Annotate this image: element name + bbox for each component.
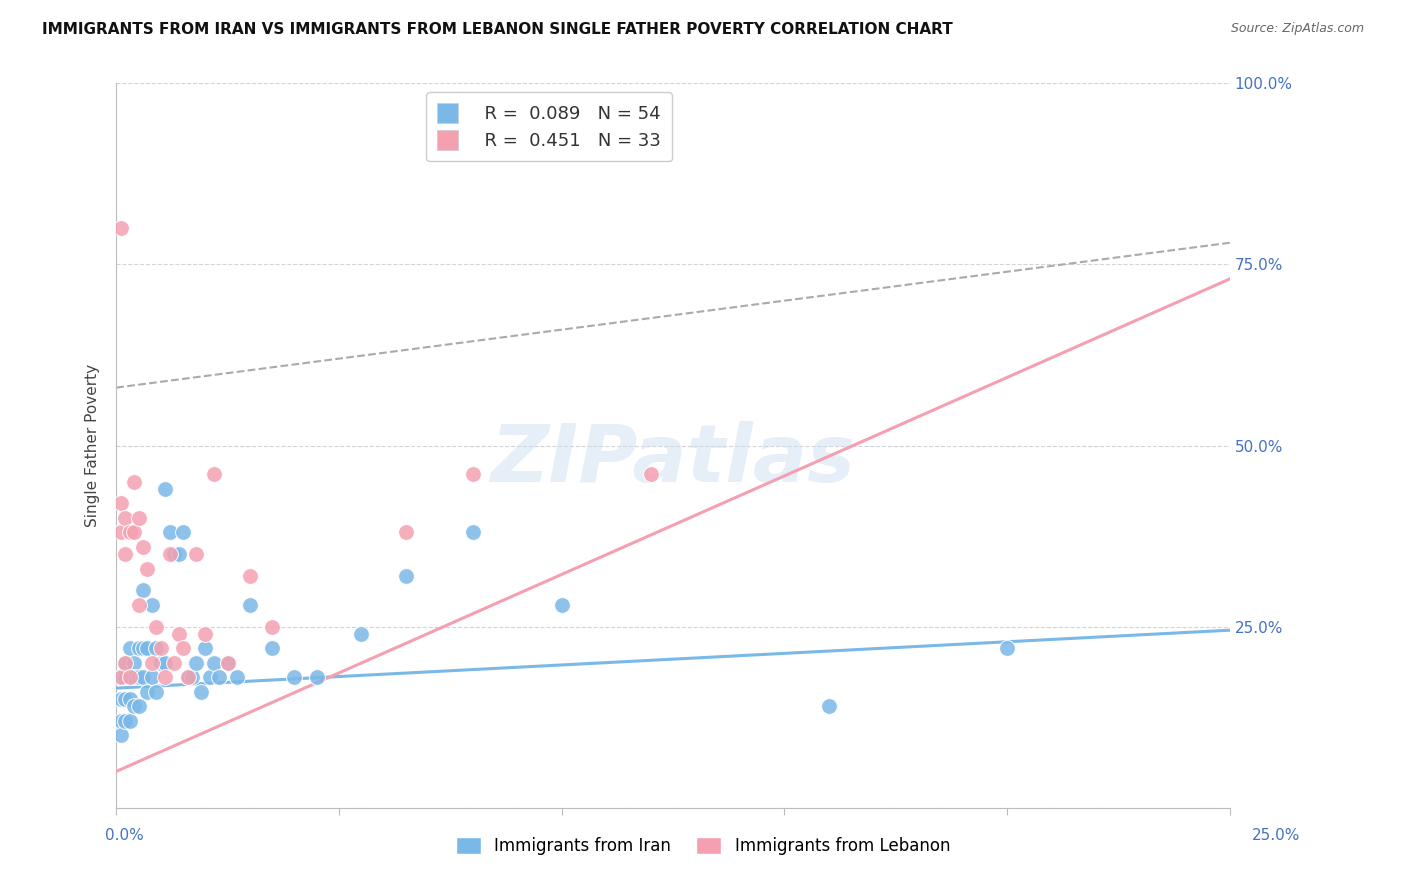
Point bbox=[114, 692, 136, 706]
Point bbox=[118, 641, 141, 656]
Point bbox=[167, 627, 190, 641]
Point bbox=[118, 670, 141, 684]
Point bbox=[132, 641, 155, 656]
Point bbox=[128, 511, 150, 525]
Point bbox=[110, 670, 132, 684]
Point bbox=[114, 547, 136, 561]
Point bbox=[128, 641, 150, 656]
Point bbox=[239, 598, 262, 612]
Point bbox=[194, 641, 217, 656]
Y-axis label: Single Father Poverty: Single Father Poverty bbox=[86, 364, 100, 527]
Point bbox=[110, 221, 132, 235]
Text: ZIPatlas: ZIPatlas bbox=[491, 421, 855, 499]
Point bbox=[110, 728, 132, 742]
Point bbox=[225, 670, 247, 684]
Point bbox=[262, 641, 284, 656]
Point bbox=[202, 656, 225, 670]
Point bbox=[176, 670, 198, 684]
Point bbox=[110, 670, 132, 684]
Point bbox=[114, 670, 136, 684]
Text: 25.0%: 25.0% bbox=[1253, 828, 1301, 843]
Point bbox=[163, 547, 186, 561]
Point bbox=[128, 670, 150, 684]
Point bbox=[159, 547, 181, 561]
Point bbox=[132, 583, 155, 598]
Point bbox=[114, 511, 136, 525]
Point bbox=[640, 467, 662, 482]
Point bbox=[818, 699, 841, 714]
Point bbox=[262, 619, 284, 633]
Point bbox=[141, 598, 163, 612]
Point bbox=[217, 656, 239, 670]
Point bbox=[145, 619, 167, 633]
Point bbox=[149, 641, 172, 656]
Point bbox=[395, 569, 418, 583]
Point bbox=[118, 670, 141, 684]
Point bbox=[461, 467, 484, 482]
Point bbox=[186, 547, 208, 561]
Legend: Immigrants from Iran, Immigrants from Lebanon: Immigrants from Iran, Immigrants from Le… bbox=[450, 830, 956, 862]
Point bbox=[114, 714, 136, 728]
Point bbox=[128, 699, 150, 714]
Point bbox=[122, 656, 145, 670]
Point bbox=[110, 496, 132, 510]
Point bbox=[202, 467, 225, 482]
Point bbox=[145, 685, 167, 699]
Point bbox=[155, 482, 177, 496]
Point bbox=[163, 656, 186, 670]
Point bbox=[136, 561, 159, 575]
Point bbox=[208, 670, 231, 684]
Point bbox=[186, 656, 208, 670]
Point bbox=[550, 598, 572, 612]
Point bbox=[155, 670, 177, 684]
Point bbox=[118, 714, 141, 728]
Point bbox=[172, 525, 194, 540]
Point bbox=[198, 670, 221, 684]
Point bbox=[149, 656, 172, 670]
Point bbox=[118, 692, 141, 706]
Point bbox=[110, 714, 132, 728]
Point bbox=[122, 475, 145, 489]
Point bbox=[132, 670, 155, 684]
Point bbox=[141, 670, 163, 684]
Point bbox=[122, 670, 145, 684]
Point bbox=[190, 685, 212, 699]
Point bbox=[995, 641, 1018, 656]
Point bbox=[395, 525, 418, 540]
Point bbox=[132, 540, 155, 554]
Point bbox=[350, 627, 373, 641]
Point bbox=[239, 569, 262, 583]
Point bbox=[122, 525, 145, 540]
Point bbox=[155, 656, 177, 670]
Point bbox=[114, 656, 136, 670]
Point bbox=[136, 685, 159, 699]
Legend:   R =  0.089   N = 54,   R =  0.451   N = 33: R = 0.089 N = 54, R = 0.451 N = 33 bbox=[426, 93, 672, 161]
Point bbox=[141, 656, 163, 670]
Point bbox=[110, 525, 132, 540]
Point bbox=[136, 641, 159, 656]
Point bbox=[176, 670, 198, 684]
Point bbox=[118, 525, 141, 540]
Text: 0.0%: 0.0% bbox=[105, 828, 145, 843]
Point bbox=[283, 670, 305, 684]
Text: IMMIGRANTS FROM IRAN VS IMMIGRANTS FROM LEBANON SINGLE FATHER POVERTY CORRELATIO: IMMIGRANTS FROM IRAN VS IMMIGRANTS FROM … bbox=[42, 22, 953, 37]
Point bbox=[217, 656, 239, 670]
Point bbox=[159, 525, 181, 540]
Point bbox=[128, 598, 150, 612]
Point bbox=[114, 656, 136, 670]
Point bbox=[122, 699, 145, 714]
Point bbox=[167, 547, 190, 561]
Point bbox=[194, 627, 217, 641]
Point bbox=[110, 692, 132, 706]
Point bbox=[181, 670, 204, 684]
Point bbox=[145, 641, 167, 656]
Point bbox=[172, 641, 194, 656]
Point bbox=[305, 670, 328, 684]
Text: Source: ZipAtlas.com: Source: ZipAtlas.com bbox=[1230, 22, 1364, 36]
Point bbox=[461, 525, 484, 540]
